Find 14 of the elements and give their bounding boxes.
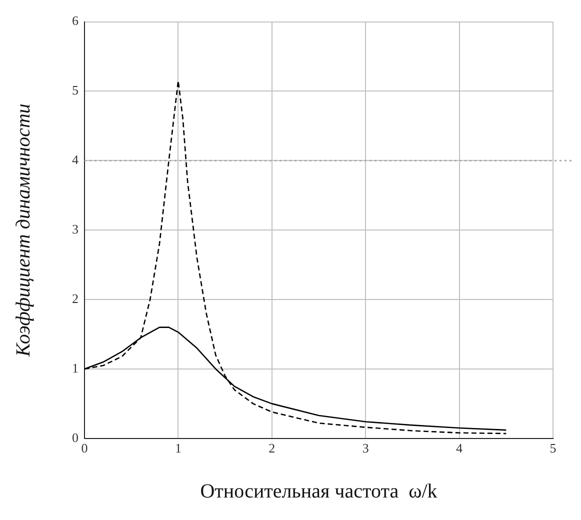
y-axis-title: Коэффициент динамичности xyxy=(12,104,34,358)
y-tick-label: 5 xyxy=(72,82,78,98)
x-tick-label: 4 xyxy=(456,440,464,456)
y-tick-label: 0 xyxy=(72,430,78,445)
x-tick-label: 2 xyxy=(268,440,276,456)
x-axis-title: Относительная частота ω/k xyxy=(200,480,438,502)
y-tick-label: 4 xyxy=(72,152,79,168)
x-tick-label: 1 xyxy=(174,440,182,456)
y-tick-label: 2 xyxy=(72,290,78,306)
x-tick-label: 5 xyxy=(550,440,556,456)
x-tick-label: 3 xyxy=(362,440,369,456)
y-tick-label: 3 xyxy=(72,222,78,237)
y-tick-label: 1 xyxy=(72,360,78,376)
y-tick-label: 6 xyxy=(72,13,79,28)
